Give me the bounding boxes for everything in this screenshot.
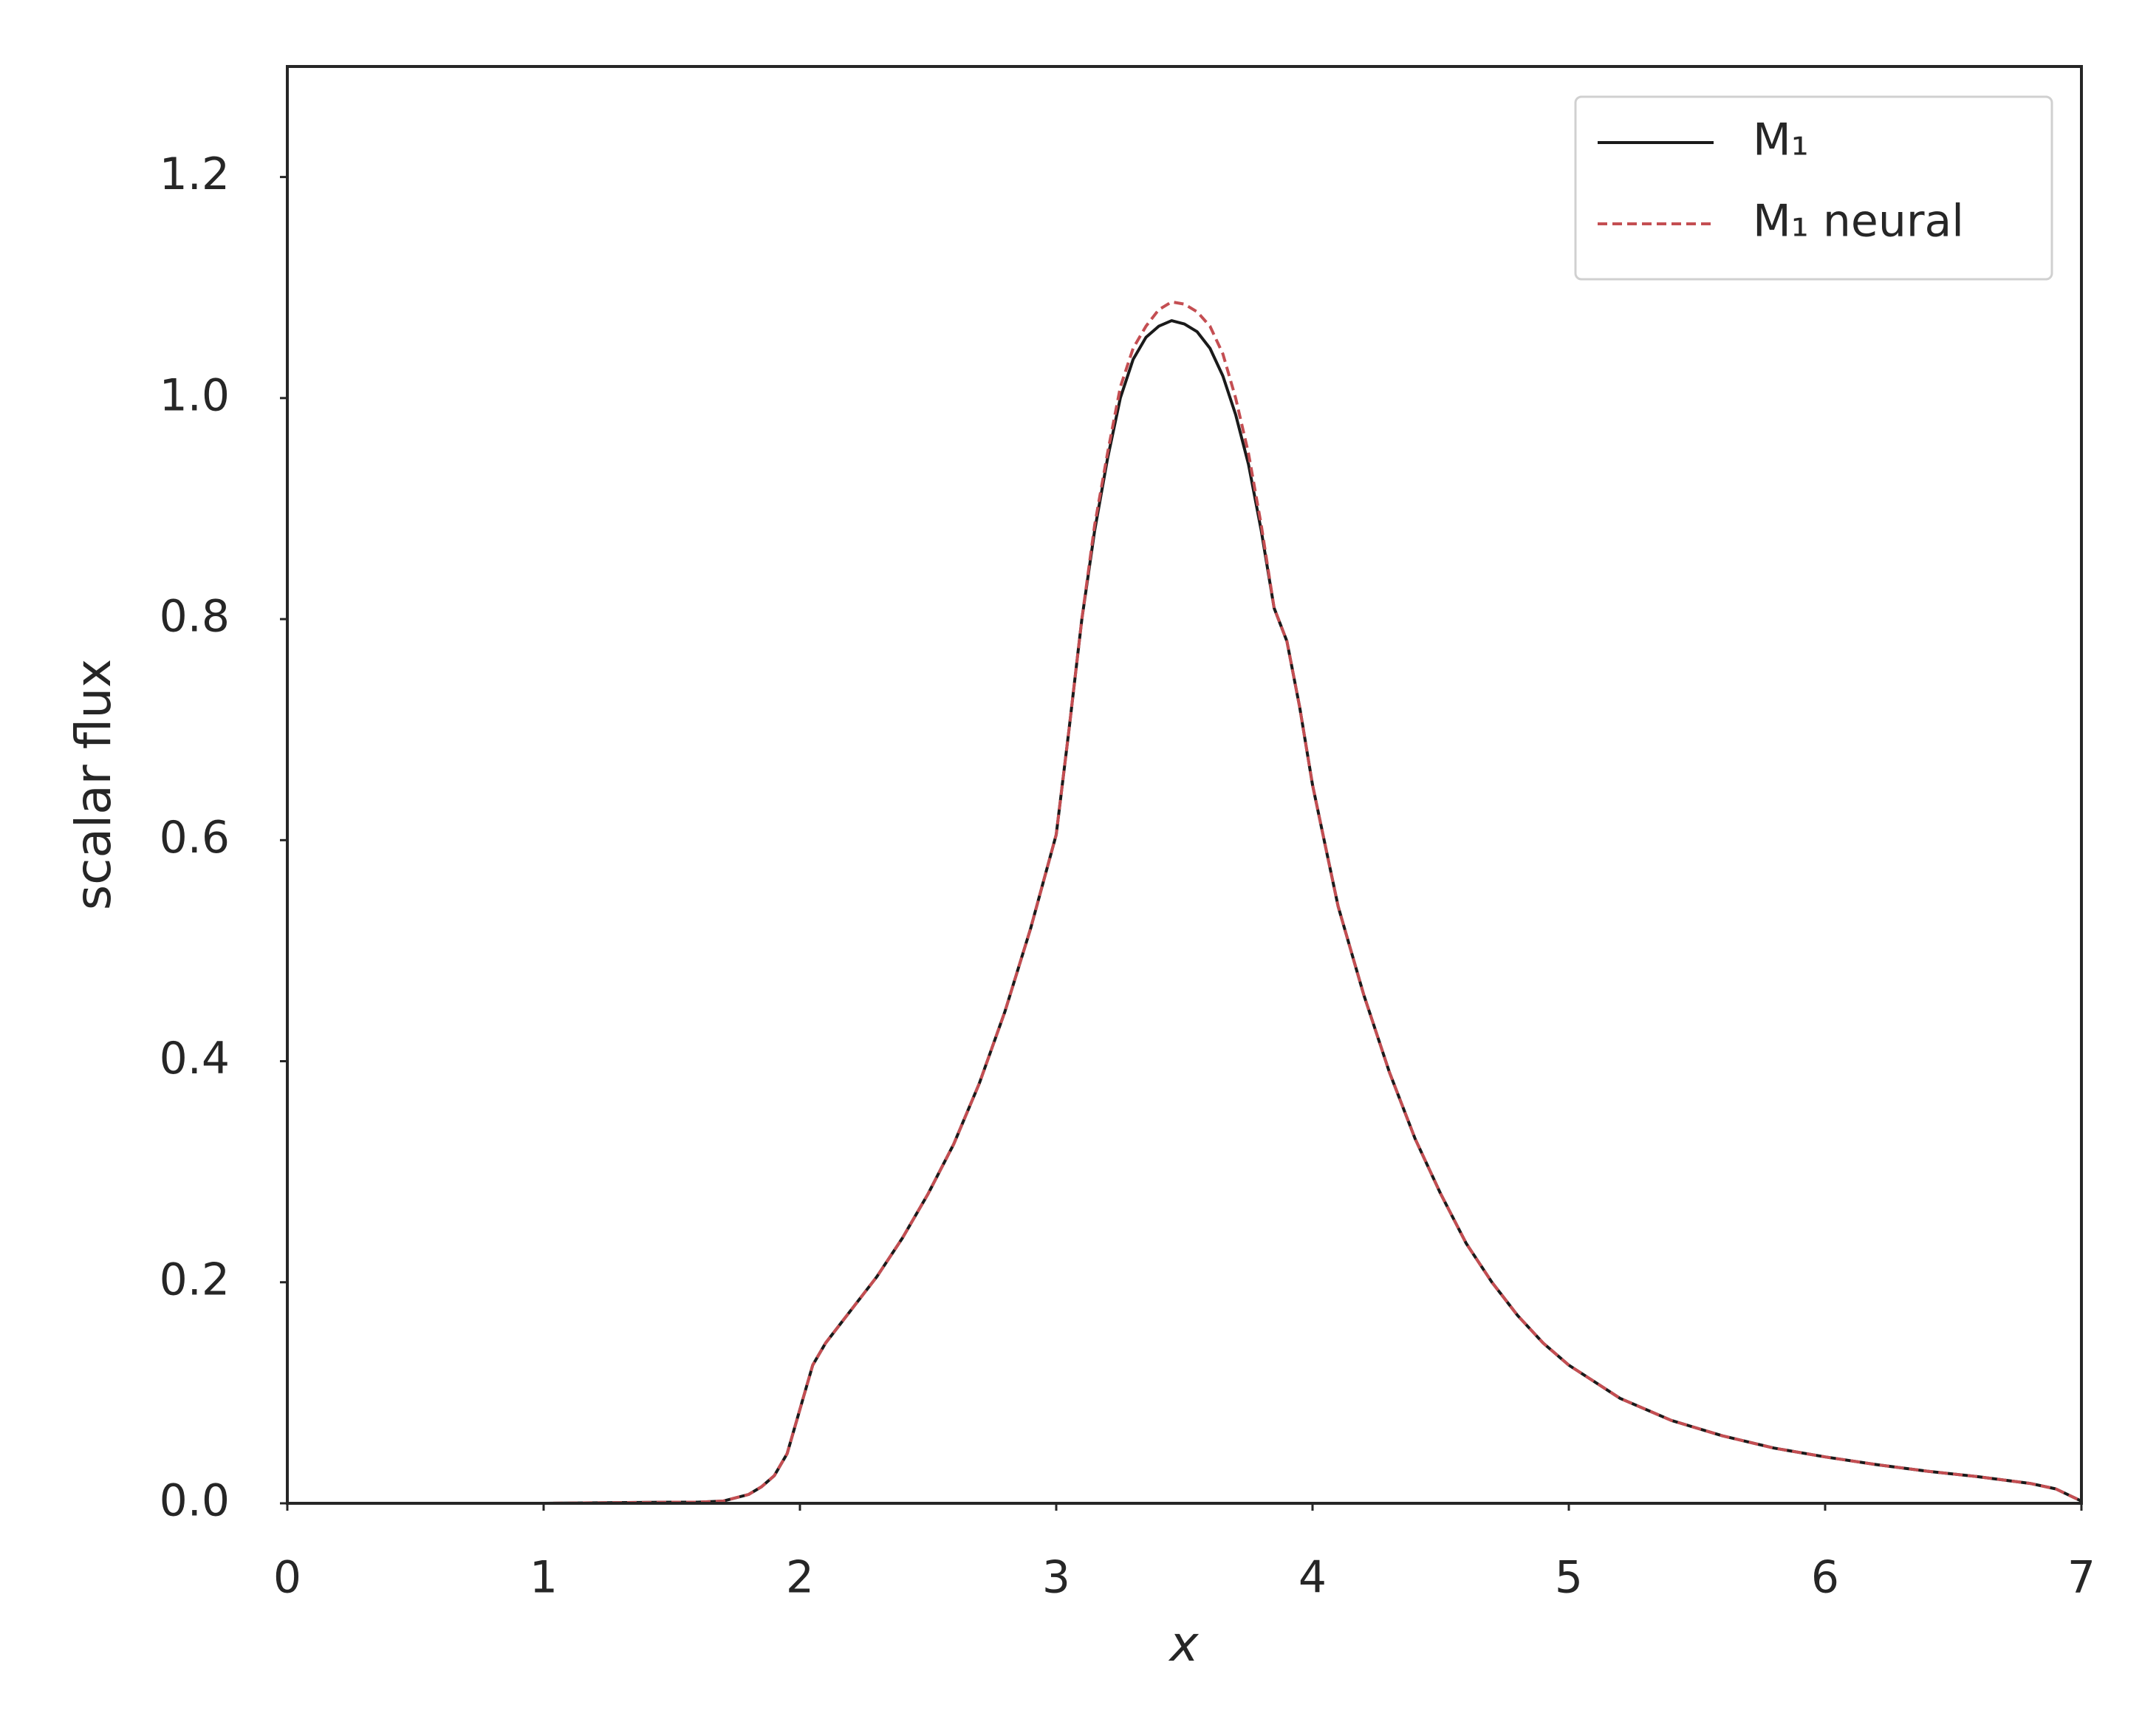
x-tick-label: 2	[786, 1552, 814, 1604]
legend-label: M₁	[1753, 115, 1809, 166]
y-tick-label: 0.4	[160, 1033, 230, 1084]
x-tick-label: 7	[2067, 1552, 2095, 1604]
plot-frame	[286, 65, 2083, 1505]
y-tick-label: 0.8	[160, 591, 230, 643]
y-tick-label: 0.6	[160, 812, 230, 864]
line-series	[287, 300, 2082, 1505]
legend-label: M₁ neural	[1753, 196, 1964, 247]
x-tick-label: 3	[1042, 1552, 1070, 1604]
y-tick-label: 0.2	[160, 1254, 230, 1305]
x-tick-label: 1	[530, 1552, 558, 1604]
y-tick-label: 0.0	[160, 1475, 230, 1527]
x-tick-label: 5	[1555, 1552, 1583, 1604]
x-tick-label: 4	[1298, 1552, 1327, 1604]
x-tick-label: 0	[273, 1552, 301, 1604]
y-axis-label: scalar flux	[65, 659, 122, 910]
y-tick-label: 1.0	[160, 369, 230, 421]
x-axis-label: x	[1168, 1616, 1199, 1672]
x-tick-label: 6	[1811, 1552, 1839, 1604]
legend-box	[1574, 95, 2053, 281]
line-series	[287, 319, 2082, 1505]
y-tick-label: 1.2	[160, 148, 230, 200]
